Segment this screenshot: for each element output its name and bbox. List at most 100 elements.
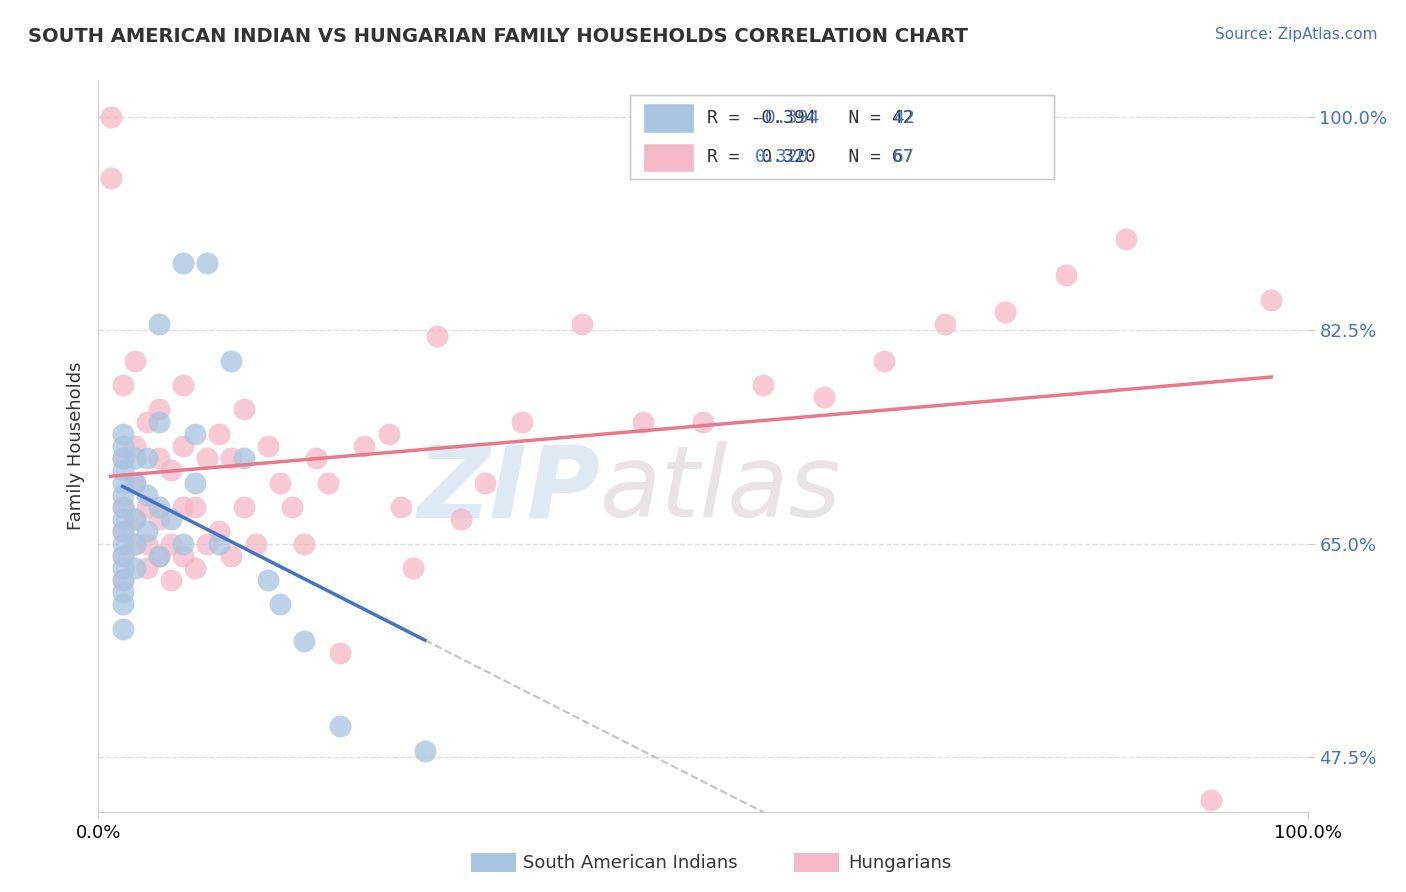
Point xyxy=(184,561,207,575)
Point xyxy=(172,256,194,270)
Point xyxy=(269,475,291,490)
Point xyxy=(111,488,134,502)
Point xyxy=(873,353,896,368)
Point xyxy=(111,549,134,563)
Point xyxy=(450,512,472,526)
Point xyxy=(160,536,183,550)
Point xyxy=(269,598,291,612)
Point xyxy=(135,524,157,539)
Point xyxy=(148,500,170,514)
Text: SOUTH AMERICAN INDIAN VS HUNGARIAN FAMILY HOUSEHOLDS CORRELATION CHART: SOUTH AMERICAN INDIAN VS HUNGARIAN FAMIL… xyxy=(28,27,969,45)
Point xyxy=(111,512,134,526)
Point xyxy=(111,426,134,441)
Point xyxy=(135,561,157,575)
Point xyxy=(208,524,231,539)
Point xyxy=(135,415,157,429)
Point xyxy=(172,500,194,514)
Point xyxy=(135,488,157,502)
Point xyxy=(160,573,183,587)
Point xyxy=(160,512,183,526)
Text: ZIP: ZIP xyxy=(418,442,600,539)
Point xyxy=(111,561,134,575)
Point xyxy=(195,536,218,550)
Point xyxy=(160,463,183,477)
Point xyxy=(111,500,134,514)
Point xyxy=(377,426,399,441)
Point xyxy=(111,622,134,636)
Point xyxy=(111,524,134,539)
Point xyxy=(426,329,449,343)
Point xyxy=(692,415,714,429)
Point xyxy=(752,378,775,392)
Point xyxy=(232,451,254,466)
Point xyxy=(208,536,231,550)
Point xyxy=(111,549,134,563)
Point xyxy=(135,500,157,514)
Point xyxy=(111,598,134,612)
Point xyxy=(111,451,134,466)
Point xyxy=(221,451,243,466)
Point xyxy=(292,536,315,550)
Point xyxy=(111,573,134,587)
Point xyxy=(631,415,654,429)
Point xyxy=(292,634,315,648)
Point xyxy=(148,402,170,417)
Point xyxy=(281,500,304,514)
Point xyxy=(172,536,194,550)
Point xyxy=(1260,293,1282,307)
Point xyxy=(111,585,134,599)
Point xyxy=(111,463,134,477)
Point xyxy=(148,415,170,429)
Point xyxy=(934,317,956,331)
Point xyxy=(402,561,425,575)
Point xyxy=(124,475,146,490)
Point xyxy=(305,451,328,466)
Point xyxy=(329,719,352,733)
Point xyxy=(994,305,1017,319)
Point xyxy=(245,536,267,550)
Point xyxy=(111,536,134,550)
Point xyxy=(184,500,207,514)
Point xyxy=(111,451,134,466)
Point xyxy=(124,536,146,550)
Point xyxy=(148,451,170,466)
Point xyxy=(221,549,243,563)
Point xyxy=(124,451,146,466)
Point xyxy=(256,439,278,453)
Point xyxy=(111,524,134,539)
Point xyxy=(172,549,194,563)
Point xyxy=(329,646,352,660)
Point xyxy=(221,353,243,368)
Point xyxy=(124,475,146,490)
Text: atlas: atlas xyxy=(600,442,842,539)
Point xyxy=(195,451,218,466)
Point xyxy=(100,170,122,185)
Point xyxy=(184,475,207,490)
Text: Source: ZipAtlas.com: Source: ZipAtlas.com xyxy=(1215,27,1378,42)
Point xyxy=(256,573,278,587)
Point xyxy=(124,353,146,368)
Point xyxy=(148,317,170,331)
Point xyxy=(100,110,122,124)
Point xyxy=(148,549,170,563)
Point xyxy=(389,500,412,514)
Point xyxy=(1115,232,1137,246)
Point xyxy=(172,439,194,453)
Point xyxy=(208,426,231,441)
Point xyxy=(124,536,146,550)
Point xyxy=(124,512,146,526)
Point xyxy=(100,49,122,63)
Point xyxy=(1199,792,1222,806)
Point xyxy=(135,451,157,466)
Point xyxy=(172,378,194,392)
Point xyxy=(232,500,254,514)
Point xyxy=(413,744,436,758)
Point xyxy=(111,500,134,514)
Point xyxy=(111,439,134,453)
Point xyxy=(474,475,496,490)
Point xyxy=(316,475,339,490)
Point xyxy=(813,390,835,404)
Point xyxy=(111,475,134,490)
Y-axis label: Family Households: Family Households xyxy=(66,362,84,530)
Point xyxy=(124,561,146,575)
